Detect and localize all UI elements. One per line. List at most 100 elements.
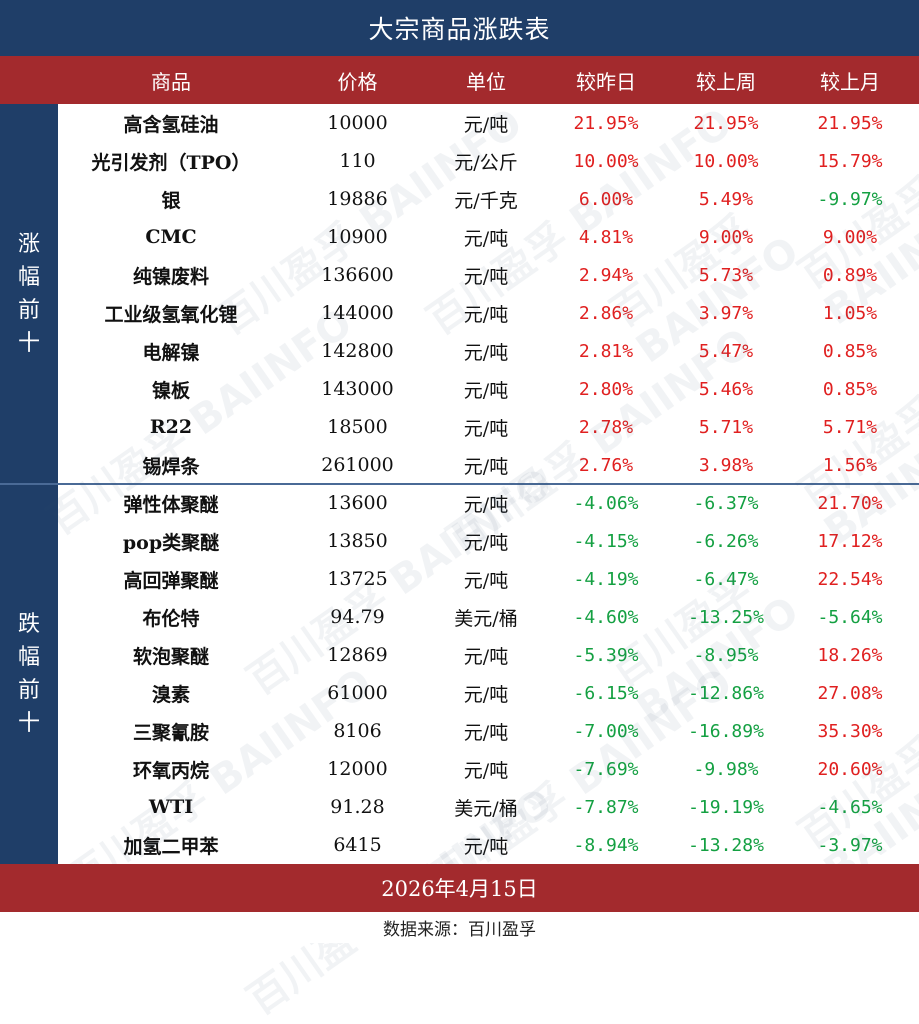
header-row: 商品 价格 单位 较昨日 较上周 较上月 — [0, 56, 919, 104]
table-row: 软泡聚醚 12869 元/吨 -5.39% -8.95% 18.26% — [0, 636, 919, 674]
commodity-name: 工业级氢氧化锂 — [104, 303, 238, 326]
change-week-cell: 9.00% — [698, 226, 754, 248]
commodity-name: 光引发剂（TPO） — [91, 151, 251, 174]
source-footer: 数据来源：百川盈孚 — [0, 912, 919, 943]
table-row: 加氢二甲苯 6415 元/吨 -8.94% -13.28% -3.97% — [0, 826, 919, 864]
unit-cell: 元/千克 — [454, 189, 518, 212]
unit-cell: 元/吨 — [463, 531, 509, 554]
price-cell: 143000 — [321, 378, 394, 400]
table-row: 三聚氰胺 8106 元/吨 -7.00% -16.89% 35.30% — [0, 712, 919, 750]
change-day-cell: 2.86% — [578, 302, 634, 324]
change-day-cell: -6.15% — [573, 682, 639, 704]
price-cell: 94.79 — [330, 606, 385, 628]
change-day-cell: -4.60% — [573, 606, 639, 628]
change-day-cell: 6.00% — [578, 188, 634, 210]
change-week-cell: -6.37% — [693, 492, 759, 514]
price-cell: 8106 — [333, 720, 382, 742]
unit-cell: 元/吨 — [463, 455, 509, 478]
change-day-cell: 2.81% — [578, 340, 634, 362]
commodity-name: pop类聚醚 — [122, 531, 220, 554]
change-month-cell: 20.60% — [817, 758, 883, 780]
change-week-cell: 5.73% — [698, 264, 754, 286]
change-week-cell: 10.00% — [693, 150, 759, 172]
change-day-cell: 2.78% — [578, 416, 634, 438]
change-day-cell: -7.69% — [573, 758, 639, 780]
table-row: 环氧丙烷 12000 元/吨 -7.69% -9.98% 20.60% — [0, 750, 919, 788]
change-month-cell: 15.79% — [817, 150, 883, 172]
table-row: 弹性体聚醚 13600 元/吨 -4.06% -6.37% 21.70% — [0, 484, 919, 522]
price-cell: 142800 — [321, 340, 394, 362]
change-day-cell: -7.87% — [573, 796, 639, 818]
price-cell: 12869 — [327, 644, 388, 666]
unit-cell: 元/吨 — [463, 303, 509, 326]
price-cell: 18500 — [327, 416, 388, 438]
commodity-name: 布伦特 — [142, 607, 200, 630]
price-cell: 110 — [339, 150, 376, 172]
change-month-cell: 0.89% — [822, 264, 878, 286]
change-month-cell: -9.97% — [817, 188, 883, 210]
commodity-name: 软泡聚醚 — [132, 645, 209, 668]
date-footer: 2026年4月15日 — [0, 864, 919, 912]
table-row: 光引发剂（TPO） 110 元/公斤 10.00% 10.00% 15.79% — [0, 142, 919, 180]
table-row: 电解镍 142800 元/吨 2.81% 5.47% 0.85% — [0, 332, 919, 370]
price-cell: 19886 — [327, 188, 388, 210]
unit-cell: 元/吨 — [463, 645, 509, 668]
change-month-cell: 18.26% — [817, 644, 883, 666]
table-row: 溴素 61000 元/吨 -6.15% -12.86% 27.08% — [0, 674, 919, 712]
change-month-cell: 1.56% — [822, 454, 878, 476]
change-day-cell: -5.39% — [573, 644, 639, 666]
change-day-cell: -7.00% — [573, 720, 639, 742]
change-week-cell: -6.47% — [693, 568, 759, 590]
change-day-cell: -8.94% — [573, 834, 639, 856]
table-row: 工业级氢氧化锂 144000 元/吨 2.86% 3.97% 1.05% — [0, 294, 919, 332]
change-month-cell: -5.64% — [817, 606, 883, 628]
table-row: 银 19886 元/千克 6.00% 5.49% -9.97% — [0, 180, 919, 218]
table-row: 纯镍废料 136600 元/吨 2.94% 5.73% 0.89% — [0, 256, 919, 294]
price-cell: 12000 — [327, 758, 388, 780]
table-row: 布伦特 94.79 美元/桶 -4.60% -13.25% -5.64% — [0, 598, 919, 636]
unit-cell: 元/吨 — [463, 835, 509, 858]
price-cell: 10000 — [327, 112, 388, 134]
change-day-cell: 2.76% — [578, 454, 634, 476]
commodity-name: 电解镍 — [142, 341, 200, 364]
unit-cell: 元/吨 — [463, 341, 509, 364]
change-month-cell: 0.85% — [822, 378, 878, 400]
change-day-cell: 4.81% — [578, 226, 634, 248]
commodity-name: 溴素 — [151, 683, 190, 706]
price-cell: 13600 — [327, 492, 388, 514]
table-row: R22 18500 元/吨 2.78% 5.71% 5.71% — [0, 408, 919, 446]
change-week-cell: -16.89% — [688, 720, 764, 742]
change-month-cell: 1.05% — [822, 302, 878, 324]
change-month-cell: 27.08% — [817, 682, 883, 704]
change-week-cell: 3.98% — [698, 454, 754, 476]
header-commodity: 商品 — [151, 69, 191, 94]
commodity-name: 高含氢硅油 — [123, 113, 219, 136]
unit-cell: 元/公斤 — [454, 151, 518, 174]
change-month-cell: 9.00% — [822, 226, 878, 248]
group-divider — [0, 483, 919, 485]
group-label-losers: 跌幅前十 — [0, 484, 58, 864]
commodity-name: WTI — [148, 796, 194, 818]
price-cell: 10900 — [327, 226, 388, 248]
change-month-cell: 35.30% — [817, 720, 883, 742]
unit-cell: 元/吨 — [463, 113, 509, 136]
unit-cell: 元/吨 — [463, 569, 509, 592]
commodity-name: 弹性体聚醚 — [123, 493, 219, 516]
table-row: pop类聚醚 13850 元/吨 -4.15% -6.26% 17.12% — [0, 522, 919, 560]
change-week-cell: -12.86% — [688, 682, 764, 704]
change-week-cell: -13.25% — [688, 606, 764, 628]
change-day-cell: 21.95% — [573, 112, 639, 134]
commodity-name: 镍板 — [151, 379, 190, 402]
change-week-cell: 21.95% — [693, 112, 759, 134]
unit-cell: 美元/桶 — [454, 607, 518, 630]
change-month-cell: -3.97% — [817, 834, 883, 856]
header-vs-last-month: 较上月 — [820, 69, 880, 94]
price-cell: 61000 — [327, 682, 388, 704]
price-cell: 261000 — [321, 454, 394, 476]
commodity-name: 加氢二甲苯 — [123, 835, 219, 858]
change-month-cell: -4.65% — [817, 796, 883, 818]
change-week-cell: -19.19% — [688, 796, 764, 818]
price-cell: 136600 — [321, 264, 394, 286]
group-label-gainers-text: 涨幅前十 — [17, 232, 40, 356]
unit-cell: 美元/桶 — [454, 797, 518, 820]
